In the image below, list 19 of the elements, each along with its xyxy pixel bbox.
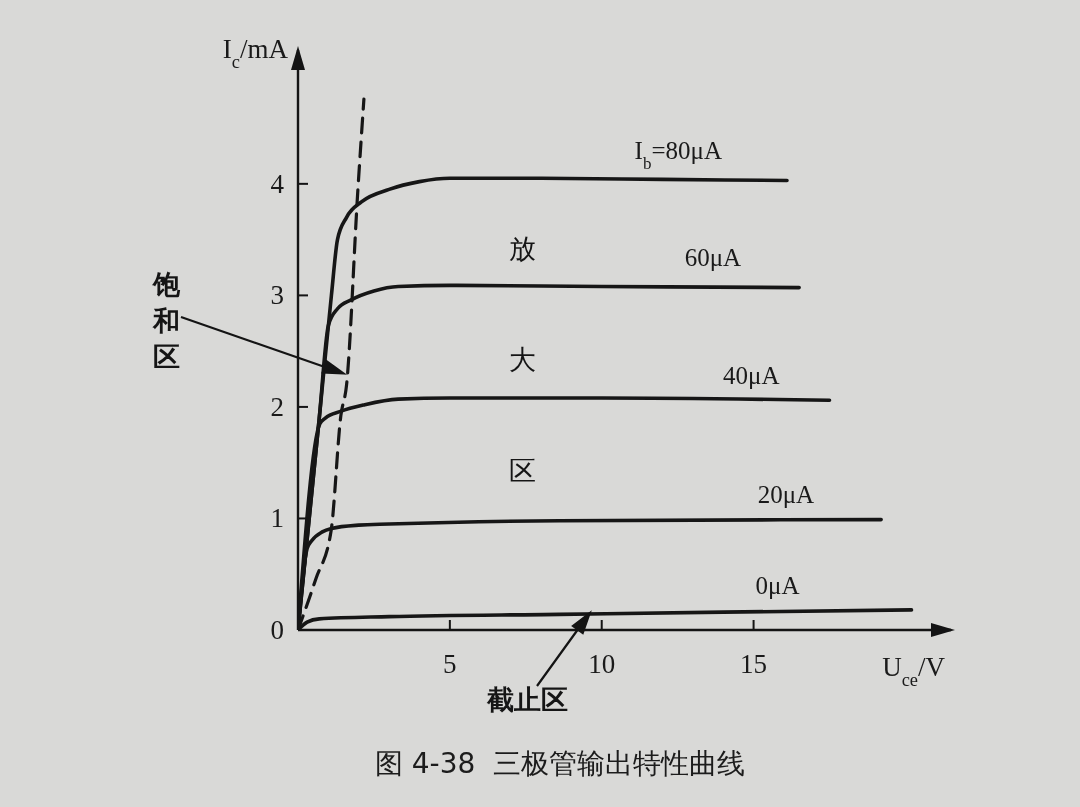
- y-tick-label: 4: [270, 168, 285, 199]
- x-tick-label: 15: [740, 649, 768, 679]
- x-axis-title: U$_{ce}$/V: [882, 652, 946, 690]
- y-tick-label: 3: [270, 280, 284, 311]
- y-tick-label: 1: [270, 503, 284, 534]
- y-tick-label: 0: [270, 615, 284, 645]
- annotation: 截止区: [486, 684, 568, 715]
- x-tick-label: 10: [588, 649, 616, 679]
- series-label: 0μA: [755, 571, 800, 599]
- series-label: 40μA: [723, 362, 780, 390]
- y-axis-title: I$_{c}$/mA: [222, 34, 289, 72]
- x-tick-label: 5: [443, 649, 457, 679]
- series-label: 20μA: [757, 480, 815, 508]
- annotation: 饱和区: [151, 268, 181, 374]
- y-tick-label: 2: [270, 391, 284, 422]
- text: 图 4-38 三极管输出特性曲线: [374, 746, 746, 782]
- series-label: I$_{b}$=80μA: [634, 136, 722, 172]
- series-label: 60μA: [684, 243, 742, 271]
- text: 放大区: [508, 232, 536, 486]
